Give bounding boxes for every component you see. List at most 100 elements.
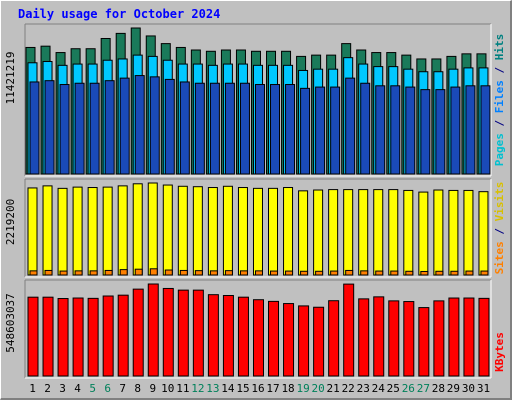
sites-bar-day-19 bbox=[300, 270, 309, 276]
pages-bar-day-7 bbox=[119, 77, 130, 175]
sites-bar-day-24 bbox=[375, 270, 384, 276]
visits-bar-day-12 bbox=[192, 186, 203, 276]
kbytes-bar-day-17 bbox=[268, 300, 280, 377]
pages-bar-day-30 bbox=[465, 85, 476, 175]
kbytes-legend: KBytes bbox=[493, 332, 506, 372]
day-label-27: 27 bbox=[417, 382, 430, 395]
pages-bar-day-13 bbox=[209, 82, 220, 175]
visits-bar-day-22 bbox=[343, 189, 354, 276]
sites-bar-day-10 bbox=[164, 269, 173, 276]
visits-bar-day-18 bbox=[283, 187, 294, 276]
day-label-3: 3 bbox=[59, 382, 66, 395]
pages-files-hits-legend: Pages / Files / Hits bbox=[493, 34, 506, 167]
visits-bar-day-16 bbox=[252, 187, 263, 276]
day-label-16: 16 bbox=[251, 382, 264, 395]
pages-bar-day-14 bbox=[224, 82, 235, 175]
visits-bar-day-3 bbox=[57, 187, 68, 276]
kbytes-bar-day-16 bbox=[252, 299, 264, 377]
kbytes-bar-day-28 bbox=[433, 300, 445, 377]
visits-bar-day-21 bbox=[328, 189, 339, 276]
kbytes-bar-day-27 bbox=[418, 307, 430, 377]
visits-sites-legend-sites: Sites bbox=[493, 241, 506, 274]
kbytes-bar-day-29 bbox=[448, 297, 460, 377]
pages-bar-day-2 bbox=[44, 80, 55, 175]
sites-bar-day-15 bbox=[239, 270, 248, 276]
visits-bar-day-14 bbox=[222, 185, 233, 276]
kbytes-bar-day-11 bbox=[177, 289, 189, 377]
kbytes-bar-day-12 bbox=[192, 289, 204, 377]
kbytes-bar-day-10 bbox=[162, 287, 174, 377]
sites-bar-day-3 bbox=[59, 270, 68, 276]
sites-bar-day-9 bbox=[149, 268, 158, 276]
kbytes-bar-day-24 bbox=[373, 296, 385, 377]
day-label-15: 15 bbox=[236, 382, 249, 395]
visits-bar-day-19 bbox=[298, 190, 309, 276]
sites-bar-day-16 bbox=[254, 270, 263, 276]
kbytes-bar-day-6 bbox=[102, 295, 114, 377]
pages-bar-day-6 bbox=[104, 80, 115, 175]
pages-bar-day-11 bbox=[179, 81, 190, 175]
visits-bar-day-6 bbox=[102, 186, 113, 276]
sites-bar-day-14 bbox=[224, 270, 233, 276]
day-label-14: 14 bbox=[221, 382, 235, 395]
day-label-13: 13 bbox=[206, 382, 219, 395]
kbytes-legend-kbytes: KBytes bbox=[493, 332, 506, 372]
pages-bar-day-1 bbox=[29, 81, 40, 175]
sites-bar-day-1 bbox=[29, 270, 38, 276]
day-label-23: 23 bbox=[357, 382, 370, 395]
visits-bar-day-4 bbox=[72, 186, 83, 276]
pages-bar-day-16 bbox=[254, 84, 265, 175]
sites-bar-day-8 bbox=[134, 268, 143, 276]
kbytes-bar-day-3 bbox=[57, 298, 69, 377]
kbytes-bar-day-20 bbox=[313, 306, 325, 377]
day-label-12: 12 bbox=[191, 382, 204, 395]
day-label-25: 25 bbox=[387, 382, 400, 395]
pages-bar-day-4 bbox=[74, 82, 85, 175]
hits-max-label: 11421219 bbox=[4, 52, 17, 105]
day-label-8: 8 bbox=[134, 382, 141, 395]
visits-bar-day-24 bbox=[373, 189, 384, 276]
sites-bar-day-18 bbox=[285, 270, 294, 276]
pages-files-hits-legend-pages: Pages bbox=[493, 133, 506, 166]
day-label-18: 18 bbox=[281, 382, 294, 395]
visits-bar-day-8 bbox=[132, 183, 143, 276]
visits-bar-day-1 bbox=[27, 187, 38, 276]
pages-bar-day-24 bbox=[375, 85, 386, 175]
kbytes-bar-day-1 bbox=[27, 296, 39, 377]
sites-bar-day-2 bbox=[44, 269, 53, 276]
visits-bar-day-13 bbox=[207, 187, 218, 276]
sites-bar-day-12 bbox=[194, 270, 203, 276]
kbytes-bar-day-31 bbox=[478, 297, 490, 377]
kbytes-bar-day-30 bbox=[463, 297, 475, 377]
pages-bar-day-10 bbox=[164, 78, 175, 175]
day-label-20: 20 bbox=[312, 382, 325, 395]
visits-max-label: 2219200 bbox=[4, 199, 17, 245]
visits-bar-day-20 bbox=[313, 189, 324, 276]
kbytes-bar-day-21 bbox=[328, 300, 340, 377]
visits-bar-day-15 bbox=[237, 187, 248, 276]
pages-bar-day-21 bbox=[330, 86, 341, 175]
pages-bar-day-12 bbox=[194, 82, 205, 175]
kbytes-bar-day-15 bbox=[237, 296, 249, 377]
day-label-5: 5 bbox=[89, 382, 96, 395]
sites-bar-day-5 bbox=[89, 270, 98, 276]
pages-bar-day-26 bbox=[405, 86, 416, 175]
pages-files-hits-legend-files: Files bbox=[493, 80, 506, 113]
visits-sites-legend-sep1: / bbox=[493, 221, 506, 241]
kbytes-max-label: 548603037 bbox=[4, 293, 17, 353]
visits-bar-day-29 bbox=[448, 189, 459, 276]
visits-bar-day-5 bbox=[87, 187, 98, 276]
day-label-10: 10 bbox=[161, 382, 174, 395]
sites-bar-day-22 bbox=[345, 269, 354, 276]
visits-bar-day-31 bbox=[478, 191, 489, 276]
kbytes-bar-day-14 bbox=[222, 295, 234, 377]
day-label-28: 28 bbox=[432, 382, 445, 395]
sites-bar-day-31 bbox=[480, 270, 489, 276]
pages-bar-day-8 bbox=[134, 75, 145, 175]
sites-bar-day-7 bbox=[119, 269, 128, 276]
visits-bar-day-10 bbox=[162, 184, 173, 276]
visits-bar-day-23 bbox=[358, 189, 369, 276]
pages-bar-day-29 bbox=[450, 86, 461, 175]
day-label-7: 7 bbox=[119, 382, 126, 395]
